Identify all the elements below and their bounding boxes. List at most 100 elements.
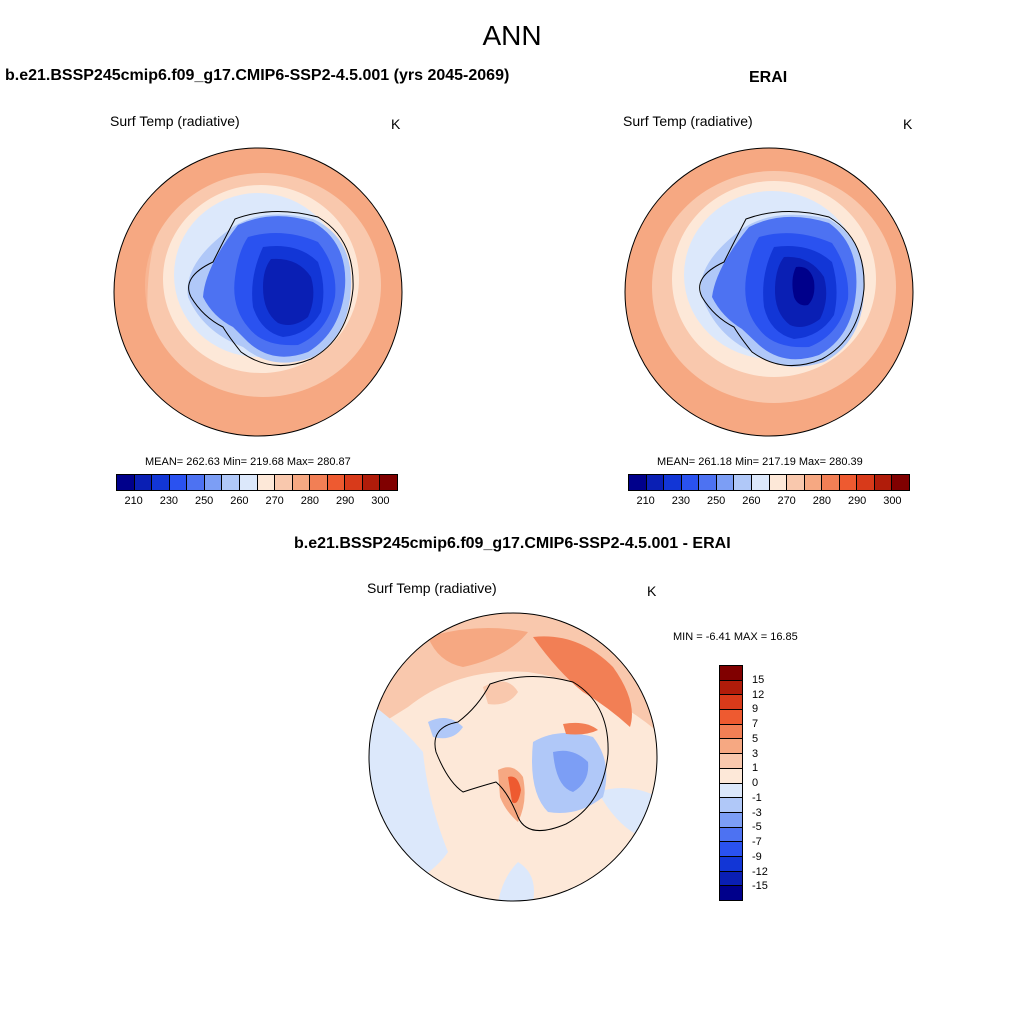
colorbar-swatch [720,856,742,872]
colorbar-tick-label: 3 [752,747,759,760]
model-units-label: K [391,116,401,132]
diff-colorbar [719,665,743,901]
model-colorbar-ticks: 210 230 250 260 270 280 290 300 [116,495,398,509]
colorbar-swatch [720,724,742,740]
colorbar-swatch [839,475,858,490]
colorbar-swatch [629,475,647,490]
colorbar-swatch [327,475,346,490]
colorbar-tick-label: -3 [752,806,762,819]
colorbar-swatch [117,475,135,490]
colorbar-swatch [720,798,742,813]
colorbar-tick-label: 290 [847,495,867,507]
colorbar-swatch [874,475,893,490]
colorbar-swatch [751,475,770,490]
colorbar-swatch [720,812,742,828]
colorbar-tick-label: -7 [752,836,762,848]
colorbar-tick-label: -1 [752,791,762,804]
colorbar-swatch [187,475,205,490]
diff-variable-label: Surf Temp (radiative) [367,580,497,596]
colorbar-swatch [134,475,153,490]
colorbar-tick-label: 0 [752,777,759,789]
obs-units-label: K [903,116,913,132]
obs-colorbar [628,474,910,491]
colorbar-swatch [720,783,742,799]
colorbar-tick-label: -5 [752,821,762,834]
colorbar-tick-label: 9 [752,703,759,716]
colorbar-swatch [204,475,223,490]
model-stats: MEAN= 262.63 Min= 219.68 Max= 280.87 [145,456,351,468]
colorbar-swatch [222,475,240,490]
model-polar-map [113,147,403,437]
colorbar-swatch [769,475,788,490]
colorbar-tick-label: 270 [265,495,284,507]
diff-polar-map [368,612,658,902]
colorbar-swatch [699,475,717,490]
colorbar-swatch [720,871,742,887]
colorbar-swatch [646,475,665,490]
colorbar-tick-label: 210 [124,495,143,507]
colorbar-swatch [152,475,170,490]
colorbar-swatch [787,475,805,490]
colorbar-swatch [857,475,875,490]
colorbar-swatch [275,475,293,490]
colorbar-tick-label: -15 [752,880,768,893]
colorbar-swatch [720,768,742,784]
colorbar-tick-label: -9 [752,850,762,863]
colorbar-swatch [362,475,381,490]
model-panel-title: b.e21.BSSP245cmip6.f09_g17.CMIP6-SSP2-4.… [5,67,510,84]
colorbar-tick-label: 250 [706,495,726,507]
colorbar-tick-label: 270 [777,495,796,507]
colorbar-swatch [720,695,742,711]
colorbar-swatch [720,886,742,900]
colorbar-swatch [664,475,682,490]
obs-polar-map [624,147,914,437]
model-variable-label: Surf Temp (radiative) [110,113,240,129]
colorbar-swatch [720,739,742,755]
colorbar-tick-label: 230 [671,495,691,507]
colorbar-tick-label: 1 [752,762,759,775]
colorbar-swatch [345,475,363,490]
colorbar-swatch [310,475,328,490]
model-colorbar [116,474,398,491]
obs-panel-title: ERAI [749,69,788,86]
colorbar-swatch [804,475,823,490]
colorbar-swatch [822,475,840,490]
colorbar-tick-label: 260 [742,495,761,507]
colorbar-tick-label: 230 [159,495,179,507]
diff-units-label: K [647,583,657,599]
colorbar-swatch [720,842,742,857]
colorbar-tick-label: 290 [335,495,355,507]
diff-stats: MIN = -6.41 MAX = 16.85 [673,631,798,643]
colorbar-tick-label: 5 [752,732,759,745]
colorbar-tick-label: 15 [752,673,765,686]
colorbar-tick-label: -12 [752,865,768,878]
colorbar-swatch [734,475,752,490]
colorbar-swatch [720,666,742,681]
colorbar-swatch [292,475,311,490]
colorbar-swatch [681,475,700,490]
colorbar-swatch [720,710,742,725]
colorbar-swatch [169,475,188,490]
colorbar-swatch [239,475,258,490]
figure-title: ANN [482,20,542,51]
colorbar-swatch [380,475,397,490]
colorbar-tick-label: 280 [812,495,832,507]
colorbar-swatch [892,475,909,490]
colorbar-swatch [716,475,735,490]
colorbar-tick-label: 7 [752,718,759,730]
obs-variable-label: Surf Temp (radiative) [623,113,753,129]
obs-stats: MEAN= 261.18 Min= 217.19 Max= 280.39 [657,456,863,468]
colorbar-tick-label: 260 [230,495,249,507]
colorbar-tick-label: 300 [371,495,390,507]
colorbar-swatch [720,754,742,769]
colorbar-swatch [257,475,276,490]
colorbar-tick-label: 280 [300,495,320,507]
colorbar-tick-label: 300 [883,495,902,507]
colorbar-swatch [720,680,742,696]
colorbar-tick-label: 210 [636,495,655,507]
colorbar-tick-label: 250 [194,495,214,507]
obs-colorbar-ticks: 210 230 250 260 270 280 290 300 [628,495,910,509]
colorbar-tick-label: 12 [752,688,765,701]
diff-panel-title: b.e21.BSSP245cmip6.f09_g17.CMIP6-SSP2-4.… [294,535,731,552]
colorbar-swatch [720,827,742,843]
